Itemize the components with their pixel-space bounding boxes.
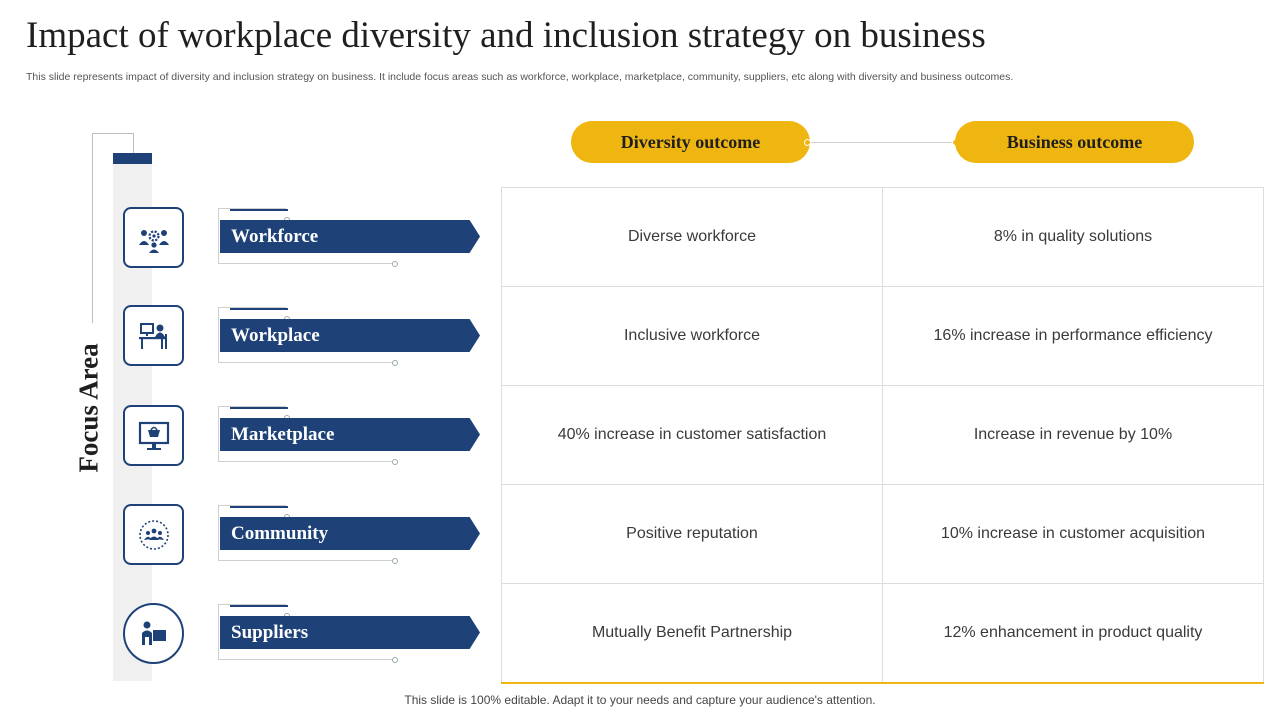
focus-tag-label: Workforce: [220, 220, 480, 253]
business-outcome-header: Business outcome: [955, 121, 1194, 163]
focus-area-label: Focus Area: [73, 343, 104, 473]
outcomes-table: Diverse workforce 8% in quality solution…: [501, 187, 1264, 683]
diversity-outcome-cell: Diverse workforce: [502, 188, 883, 287]
office-desk-icon: [123, 305, 184, 366]
focus-tag-label: Workplace: [220, 319, 480, 352]
table-row: Diverse workforce 8% in quality solution…: [502, 188, 1264, 287]
focus-tag-community: Community: [218, 505, 482, 565]
business-outcome-cell: 8% in quality solutions: [883, 188, 1264, 287]
focus-tag-label: Community: [220, 517, 480, 550]
diversity-outcome-cell: Inclusive workforce: [502, 287, 883, 386]
table-row: Mutually Benefit Partnership 12% enhance…: [502, 584, 1264, 683]
focus-tag-label: Marketplace: [220, 418, 480, 451]
table-row: Positive reputation 10% increase in cust…: [502, 485, 1264, 584]
page-subtitle: This slide represents impact of diversit…: [26, 71, 1014, 83]
header-connector: [808, 142, 956, 143]
business-outcome-cell: 16% increase in performance efficiency: [883, 287, 1264, 386]
focus-tag-suppliers: Suppliers: [218, 604, 482, 664]
focus-tag-marketplace: Marketplace: [218, 406, 482, 466]
business-outcome-cell: 10% increase in customer acquisition: [883, 485, 1264, 584]
focus-tag-workforce: Workforce: [218, 208, 482, 268]
focus-rail-cap: [113, 153, 152, 164]
table-row: 40% increase in customer satisfaction In…: [502, 386, 1264, 485]
community-circle-icon: [123, 504, 184, 565]
table-bottom-accent: [501, 682, 1264, 684]
diversity-outcome-cell: Mutually Benefit Partnership: [502, 584, 883, 683]
diversity-outcome-header: Diversity outcome: [571, 121, 810, 163]
focus-tag-label: Suppliers: [220, 616, 480, 649]
table-row: Inclusive workforce 16% increase in perf…: [502, 287, 1264, 386]
business-outcome-cell: 12% enhancement in product quality: [883, 584, 1264, 683]
page-title: Impact of workplace diversity and inclus…: [26, 15, 986, 56]
diversity-outcome-cell: Positive reputation: [502, 485, 883, 584]
rail-connector-drop: [133, 133, 134, 153]
supplier-person-icon: [123, 603, 184, 664]
header-connector-dot-left: [804, 139, 811, 146]
rail-connector-vertical: [92, 133, 93, 323]
business-outcome-cell: Increase in revenue by 10%: [883, 386, 1264, 485]
rail-connector-horizontal: [92, 133, 134, 134]
footer-note: This slide is 100% editable. Adapt it to…: [404, 693, 876, 707]
online-shop-icon: [123, 405, 184, 466]
team-gear-icon: [123, 207, 184, 268]
focus-tag-workplace: Workplace: [218, 307, 482, 367]
diversity-outcome-cell: 40% increase in customer satisfaction: [502, 386, 883, 485]
